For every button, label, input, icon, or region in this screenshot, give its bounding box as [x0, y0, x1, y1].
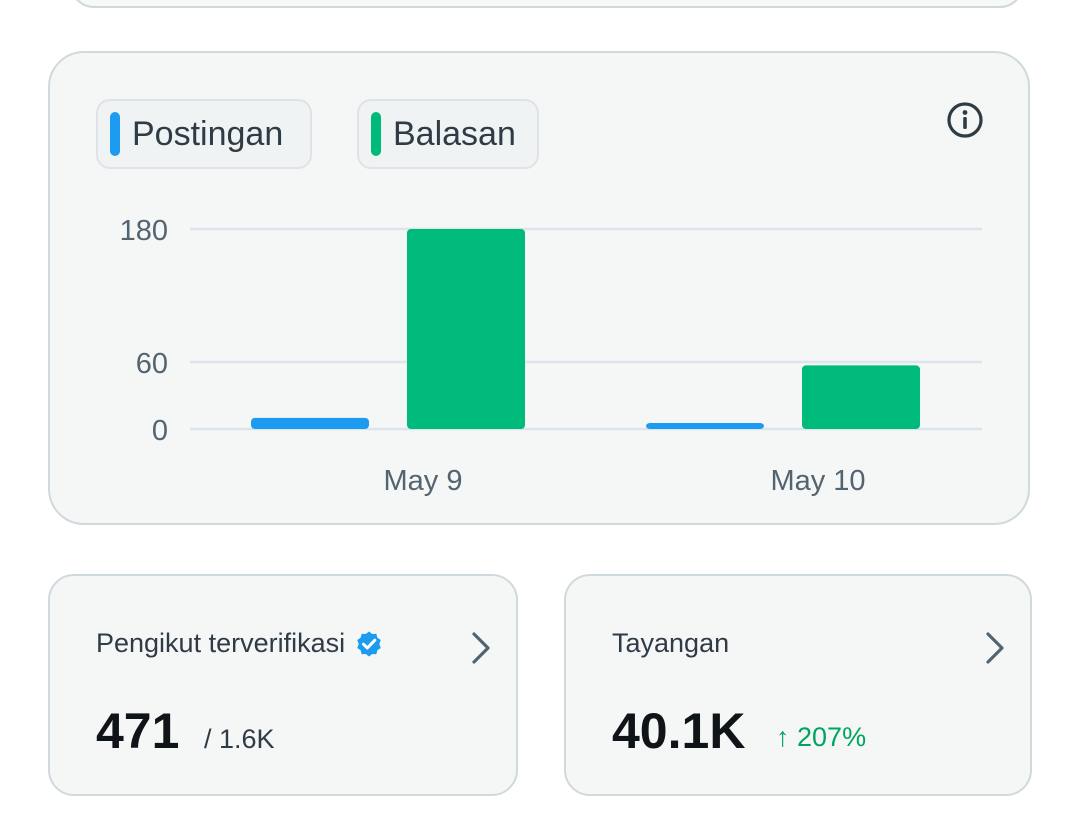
- legend-replies[interactable]: Balasan: [357, 99, 539, 169]
- previous-card-edge: [70, 0, 1024, 8]
- bar-chart: 0 60 180 May 9 May 10: [120, 215, 982, 497]
- verified-followers-label-row: Pengikut terverifikasi: [96, 628, 383, 659]
- verified-badge-icon: [357, 631, 381, 656]
- chevron-right-icon: [986, 632, 1004, 664]
- views-label: Tayangan: [612, 628, 730, 658]
- views-label-row: Tayangan: [612, 628, 729, 659]
- posts-swatch: [110, 112, 120, 156]
- replies-swatch: [371, 112, 381, 156]
- y-tick-label: 0: [152, 415, 168, 447]
- arrow-up-icon: ↑: [776, 722, 790, 752]
- x-tick-label: May 10: [770, 465, 865, 497]
- legend-posts-label: Postingan: [132, 114, 284, 153]
- views-value: 40.1K: [612, 703, 746, 759]
- y-tick-label: 180: [120, 215, 168, 247]
- legend-posts[interactable]: Postingan: [96, 99, 312, 169]
- verified-followers-total: / 1.6K: [204, 724, 275, 754]
- views-delta-value: 207%: [797, 722, 867, 752]
- verified-followers-label: Pengikut terverifikasi: [96, 628, 346, 658]
- bar-replies[interactable]: [802, 365, 920, 429]
- views-delta: ↑ 207%: [776, 722, 866, 753]
- y-tick-label: 60: [136, 348, 168, 380]
- bar-replies[interactable]: [407, 229, 525, 429]
- info-icon[interactable]: [946, 101, 984, 139]
- legend-replies-label: Balasan: [393, 114, 516, 153]
- x-tick-label: May 9: [384, 465, 463, 497]
- activity-chart-card: Postingan Balasan 0 60 180 May 9 May 10: [48, 51, 1030, 525]
- verified-followers-card[interactable]: Pengikut terverifikasi 471 / 1.6K: [48, 574, 518, 796]
- chevron-right-icon: [472, 632, 490, 664]
- verified-followers-value: 471: [96, 703, 180, 759]
- views-card[interactable]: Tayangan 40.1K ↑ 207%: [564, 574, 1032, 796]
- bar-posts[interactable]: [251, 417, 369, 429]
- bar-posts[interactable]: [646, 423, 764, 429]
